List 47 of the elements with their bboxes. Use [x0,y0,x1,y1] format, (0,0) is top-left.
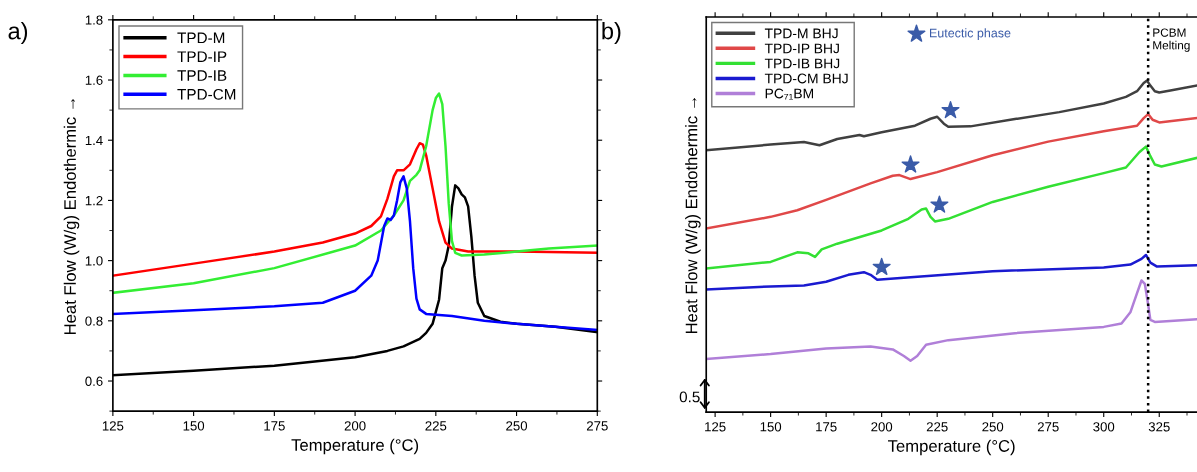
legend-label: TPD-IP BHJ [764,43,839,54]
x-tick-label: 225 [926,422,948,432]
x-tick-label: 250 [982,422,1004,432]
x-axis-title: Temperature (°C) [888,439,1015,456]
x-tick-label: 325 [1148,422,1170,432]
x-tick-label: 150 [183,421,205,431]
point [872,257,891,276]
point [901,155,920,173]
text: 0.5 [679,391,700,403]
y-tick-label: 1.8 [85,15,103,25]
x-tick-label: 175 [816,422,837,432]
text: a) [8,22,28,45]
x-tick-label: 300 [1093,422,1115,432]
y-tick-label: 1.0 [85,256,103,266]
legend-label: TPD-IP [177,51,227,62]
line-series [112,175,598,332]
text: b) [602,22,621,45]
legend-label: TPD-CM [177,88,236,100]
x-tick-label: 125 [102,421,124,431]
legend-label: TPD-IB [177,70,227,81]
x-tick-label: 250 [506,421,528,431]
x-tick-label: 200 [871,422,893,432]
y-tick-label: 1.2 [85,195,103,206]
x-tick-label: 275 [586,421,608,431]
x-axis-title: Temperature (°C) [291,438,419,455]
y-tick-label: 0.6 [85,376,103,386]
legend-label: TPD-IB BHJ [764,58,840,69]
y-tick-label: 1.6 [85,75,103,85]
y-tick-label: 0.8 [85,316,103,326]
x-tick-label: 150 [760,422,782,432]
x-tick-label: 125 [705,422,726,432]
y-axis-title: Heat Flow (W/g) Endothermic → [63,98,80,335]
x-tick-label: 225 [425,421,447,431]
legend-label: TPD-M [177,32,225,44]
legend-label: TPD-M BHJ [764,28,838,39]
point [930,195,949,213]
point [941,100,960,119]
legend-label: PC₇₁BM [765,88,814,100]
y-tick-label: 1.4 [85,135,103,145]
x-tick-label: 175 [264,421,285,431]
ref-line-label: PCBM Melting [1153,28,1190,52]
x-tick-label: 275 [1037,422,1059,432]
legend-label: Eutectic phase [930,28,1011,40]
x-tick-label: 200 [344,421,366,431]
line-series [112,141,598,277]
y-axis-title: Heat Flow (W/g) Endothermic → [685,97,701,334]
legend-label: TPD-CM BHJ [764,73,848,84]
